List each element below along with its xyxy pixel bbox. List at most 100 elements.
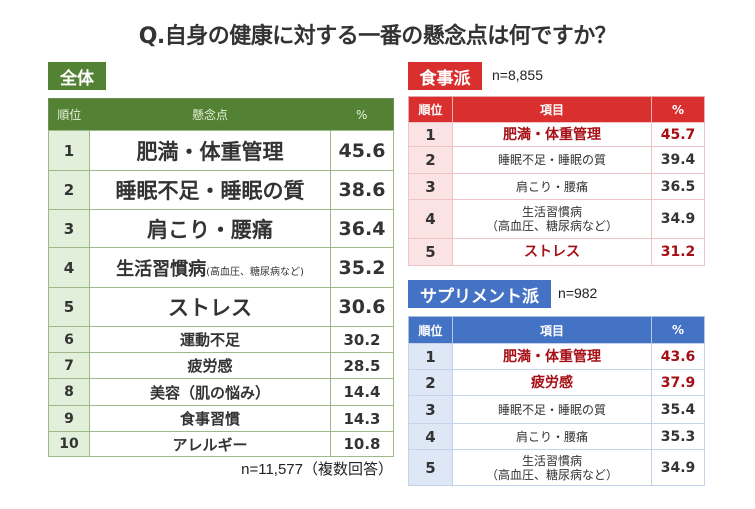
pct-cell: 34.9: [651, 449, 705, 486]
item-cell: 睡眠不足・睡眠の質: [452, 146, 652, 174]
header-item: 項目: [452, 316, 652, 344]
pct-cell: 28.5: [330, 352, 394, 379]
item-cell: 生活習慣病(高血圧、糖尿病など): [89, 247, 331, 288]
rank-cell: 1: [408, 343, 453, 370]
supplement-sample-size: n=982: [558, 285, 598, 301]
header-pct: %: [651, 96, 705, 123]
food-badge: 食事派: [408, 62, 482, 90]
pct-cell: 37.9: [651, 369, 705, 396]
rank-cell: 4: [408, 423, 453, 450]
item-cell: 肩こり・腰痛: [89, 209, 331, 248]
item-note: （高血圧、糖尿病など）: [485, 219, 618, 233]
rank-cell: 6: [48, 326, 90, 353]
table-row: 1 肥満・体重管理 45.6: [48, 130, 394, 171]
header-rank: 順位: [48, 98, 90, 131]
table-row: 4 生活習慣病(高血圧、糖尿病など) 35.2: [48, 247, 394, 288]
item-note: （高血圧、糖尿病など）: [485, 467, 618, 482]
rank-cell: 5: [408, 449, 453, 486]
rank-cell: 5: [48, 287, 90, 327]
table-row: 5 ストレス 30.6: [48, 287, 394, 327]
pct-cell: 35.2: [330, 247, 394, 288]
rank-cell: 4: [48, 247, 90, 288]
table-row: 7 疲労感 28.5: [48, 352, 394, 379]
table-row: 3 肩こり・腰痛 36.4: [48, 209, 394, 248]
table-row: 2 睡眠不足・睡眠の質 39.4: [408, 146, 705, 174]
rank-cell: 10: [48, 431, 90, 457]
item-cell: 睡眠不足・睡眠の質: [452, 395, 652, 424]
table-row: 5 ストレス 31.2: [408, 238, 705, 266]
header-rank: 順位: [408, 316, 453, 344]
rank-cell: 1: [408, 122, 453, 147]
item-text: 生活習慣病: [521, 205, 582, 219]
item-cell: 疲労感: [452, 369, 652, 396]
table-row: 1 肥満・体重管理 43.6: [408, 343, 705, 370]
item-cell: 運動不足: [89, 326, 331, 353]
item-cell: 美容（肌の悩み）: [89, 378, 331, 406]
table-row: 5 生活習慣病 （高血圧、糖尿病など） 34.9: [408, 449, 705, 486]
food-sample-size: n=8,855: [492, 67, 543, 83]
pct-cell: 36.4: [330, 209, 394, 248]
overall-ranking-table: 順位 懸念点 % 1 肥満・体重管理 45.6 2 睡眠不足・睡眠の質 38.6…: [48, 98, 394, 457]
item-cell: 肩こり・腰痛: [452, 423, 652, 450]
overall-badge-label: 全体: [60, 68, 94, 89]
pct-cell: 10.8: [330, 431, 394, 457]
rank-cell: 1: [48, 130, 90, 171]
item-cell: 肥満・体重管理: [452, 343, 652, 370]
item-cell: 肥満・体重管理: [89, 130, 331, 171]
rank-cell: 5: [408, 238, 453, 266]
pct-cell: 36.5: [651, 173, 705, 200]
item-text: 生活習慣病: [116, 258, 207, 280]
pct-cell: 30.6: [330, 287, 394, 327]
overall-badge: 全体: [48, 62, 106, 90]
pct-cell: 35.4: [651, 395, 705, 424]
item-cell: 生活習慣病 （高血圧、糖尿病など）: [452, 199, 652, 239]
rank-cell: 3: [408, 173, 453, 200]
pct-cell: 45.7: [651, 122, 705, 147]
pct-cell: 39.4: [651, 146, 705, 174]
table-header-row: 順位 項目 %: [408, 316, 705, 344]
food-badge-label: 食事派: [419, 68, 471, 89]
rank-cell: 2: [408, 369, 453, 396]
item-cell: 生活習慣病 （高血圧、糖尿病など）: [452, 449, 652, 486]
pct-cell: 43.6: [651, 343, 705, 370]
pct-cell: 35.3: [651, 423, 705, 450]
page-title: Q.自身の健康に対する一番の懸念点は何ですか？: [138, 24, 617, 49]
table-row: 1 肥満・体重管理 45.7: [408, 122, 705, 147]
pct-cell: 31.2: [651, 238, 705, 266]
supplement-ranking-table: 順位 項目 % 1 肥満・体重管理 43.6 2 疲労感 37.9 3 睡眠不足…: [408, 316, 705, 486]
rank-cell: 2: [408, 146, 453, 174]
rank-cell: 2: [48, 170, 90, 210]
rank-cell: 3: [48, 209, 90, 248]
item-note: (高血圧、糖尿病など): [206, 266, 304, 278]
pct-cell: 38.6: [330, 170, 394, 210]
pct-cell: 34.9: [651, 199, 705, 239]
item-text: 生活習慣病: [521, 453, 582, 468]
item-cell: 睡眠不足・睡眠の質: [89, 170, 331, 210]
table-row: 3 睡眠不足・睡眠の質 35.4: [408, 395, 705, 424]
item-cell: ストレス: [452, 238, 652, 266]
table-row: 8 美容（肌の悩み） 14.4: [48, 378, 394, 406]
header-rank: 順位: [408, 96, 453, 123]
item-cell: 肩こり・腰痛: [452, 173, 652, 200]
header-pct: %: [651, 316, 705, 344]
table-row: 9 食事習慣 14.3: [48, 405, 394, 432]
pct-cell: 30.2: [330, 326, 394, 353]
rank-cell: 3: [408, 395, 453, 424]
pct-cell: 45.6: [330, 130, 394, 171]
item-cell: 肥満・体重管理: [452, 122, 652, 147]
food-ranking-table: 順位 項目 % 1 肥満・体重管理 45.7 2 睡眠不足・睡眠の質 39.4 …: [408, 96, 705, 266]
item-cell: アレルギー: [89, 431, 331, 457]
table-row: 4 生活習慣病 （高血圧、糖尿病など） 34.9: [408, 199, 705, 239]
rank-cell: 4: [408, 199, 453, 239]
table-row: 3 肩こり・腰痛 36.5: [408, 173, 705, 200]
item-cell: 食事習慣: [89, 405, 331, 432]
item-cell: ストレス: [89, 287, 331, 327]
table-row: 2 疲労感 37.9: [408, 369, 705, 396]
table-row: 2 睡眠不足・睡眠の質 38.6: [48, 170, 394, 210]
table-header-row: 順位 項目 %: [408, 96, 705, 123]
supplement-badge: サプリメント派: [408, 280, 551, 308]
supplement-badge-label: サプリメント派: [420, 286, 539, 307]
table-row: 6 運動不足 30.2: [48, 326, 394, 353]
item-cell: 疲労感: [89, 352, 331, 379]
pct-cell: 14.3: [330, 405, 394, 432]
